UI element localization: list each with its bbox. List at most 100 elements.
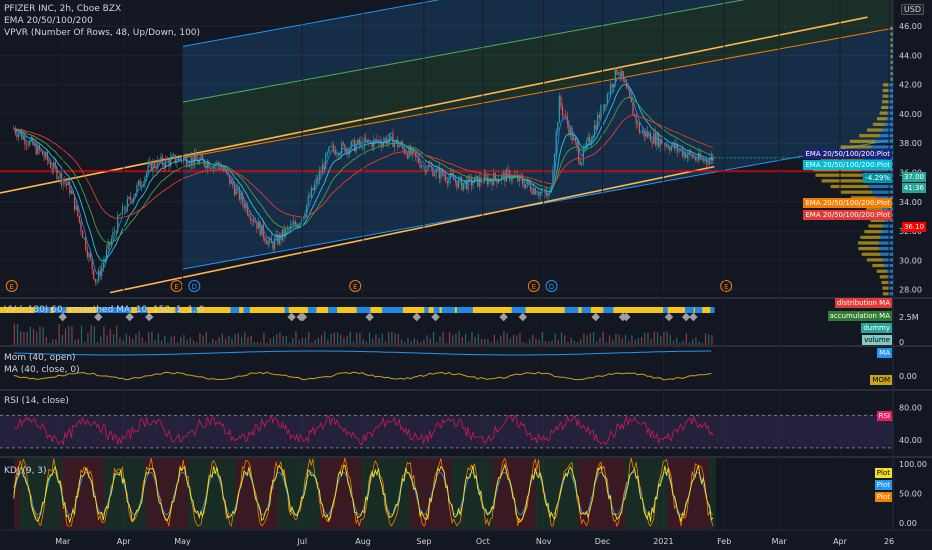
plot-tag-3: Plot <box>874 492 892 502</box>
kdj-bg-seg-67 <box>415 458 422 529</box>
candle-body-244 <box>403 147 405 154</box>
kdj-bg-seg-58 <box>361 458 368 529</box>
kdj-bg-seg-50 <box>313 458 320 529</box>
volume-bar-180 <box>301 338 303 345</box>
candle-body-186 <box>310 188 312 198</box>
candle-body-373 <box>609 84 612 94</box>
candle-body-378 <box>617 72 620 75</box>
vpvr-bar-down-44 <box>892 43 893 47</box>
candle-body-187 <box>312 188 314 190</box>
kdj-bg-seg-19 <box>127 458 134 529</box>
candle-body-303 <box>497 180 500 183</box>
candle-body-348 <box>569 128 572 135</box>
volume-bar-144 <box>244 332 246 345</box>
volume-strip-seg-35 <box>694 307 703 313</box>
candle-body-358 <box>585 141 588 148</box>
dividend-marker-label-0: D <box>192 283 197 291</box>
candle-body-32 <box>64 181 66 184</box>
volume-diamond-6 <box>287 312 296 322</box>
candle-body-138 <box>233 185 236 195</box>
candle-body-259 <box>427 165 429 170</box>
candle-body-320 <box>525 184 527 188</box>
volume-bar-164 <box>276 334 278 345</box>
volume-bar-426 <box>695 337 697 345</box>
volume-bar-6 <box>23 331 25 345</box>
candle-body-157 <box>264 237 266 242</box>
kdj-bg-seg-49 <box>307 458 314 529</box>
candle-body-362 <box>592 135 594 140</box>
volume-bar-70 <box>125 333 127 345</box>
candle-body-408 <box>665 145 668 147</box>
candle-body-30 <box>61 173 63 186</box>
volume-bar-210 <box>349 331 351 345</box>
kdj-bg-seg-111 <box>679 458 686 529</box>
vpvr-bar-down-26 <box>871 145 893 149</box>
vpvr-bar-up-31 <box>876 117 887 121</box>
candle-body-107 <box>184 156 186 158</box>
volume-bar-368 <box>602 331 604 345</box>
candle-body-46 <box>86 249 88 257</box>
volume-bar-362 <box>592 332 595 345</box>
candle-body-49 <box>91 259 93 270</box>
time-tick-1: Apr <box>117 537 132 546</box>
volume-bar-44 <box>84 341 86 345</box>
volume-bar-408 <box>666 331 668 345</box>
volume-bar-142 <box>240 337 243 345</box>
kdj-bg-seg-60 <box>373 458 380 529</box>
volume-bar-294 <box>484 338 486 345</box>
kdj-bg-seg-54 <box>337 458 344 529</box>
time-tick-0: Mar <box>55 537 71 546</box>
candle-body-254 <box>419 162 421 168</box>
vpvr-bar-down-47 <box>892 26 893 30</box>
candle-body-6 <box>22 136 24 140</box>
vpvr-bar-up-39 <box>890 71 892 76</box>
volume-bar-36 <box>71 326 73 345</box>
candle-body-176 <box>294 221 296 225</box>
volume-bar-96 <box>167 342 169 345</box>
volume-bar-190 <box>317 337 319 345</box>
volume-diamond-9 <box>58 312 67 322</box>
volume-bar-140 <box>237 333 239 345</box>
candle-body-120 <box>205 165 207 169</box>
volume-bars <box>13 323 713 345</box>
candle-body-297 <box>488 178 490 185</box>
vpvr-bar-up-33 <box>881 105 889 110</box>
kdj-bg-seg-36 <box>229 458 236 529</box>
volume-strip-seg-13 <box>441 307 455 313</box>
candle-body-70 <box>125 210 127 211</box>
candle-body-193 <box>321 164 324 173</box>
candle-body-201 <box>334 150 336 155</box>
candle-body-160 <box>269 238 271 241</box>
candle-body-78 <box>137 180 140 186</box>
candle-body-329 <box>539 191 541 196</box>
volume-bar-340 <box>557 340 559 345</box>
candle-body-374 <box>611 84 613 88</box>
volume-bar-202 <box>336 332 339 345</box>
kdj-bg-seg-41 <box>259 458 266 529</box>
mom-legend: Mom (40, open) <box>4 353 76 363</box>
vpvr-bar-up-36 <box>882 88 889 93</box>
volume-bar-148 <box>250 335 252 345</box>
candle-body-394 <box>643 130 645 137</box>
candle-body-188 <box>313 184 316 190</box>
candle-body-104 <box>179 157 181 159</box>
volume-bar-222 <box>368 332 371 345</box>
candle-body-255 <box>421 165 423 168</box>
volume-bar-320 <box>525 342 527 345</box>
volume-bar-154 <box>260 342 262 345</box>
candle-body-245 <box>405 153 407 154</box>
volume-bar-302 <box>496 340 499 345</box>
candle-body-257 <box>424 164 426 173</box>
volume-strip-seg-14 <box>137 307 148 313</box>
volume-strip-seg-12 <box>96 307 108 313</box>
volume-bar-48 <box>90 325 92 345</box>
volume-bar-430 <box>701 342 703 345</box>
currency-badge[interactable]: USD <box>900 4 924 15</box>
candle-body-136 <box>230 180 232 184</box>
rsi-tick-0: 80.00 <box>899 403 922 412</box>
volume-bar-244 <box>404 341 406 345</box>
vpvr-bar-down-41 <box>891 60 893 64</box>
kdj-bg-seg-115 <box>703 458 710 529</box>
candle-body-247 <box>408 147 410 159</box>
